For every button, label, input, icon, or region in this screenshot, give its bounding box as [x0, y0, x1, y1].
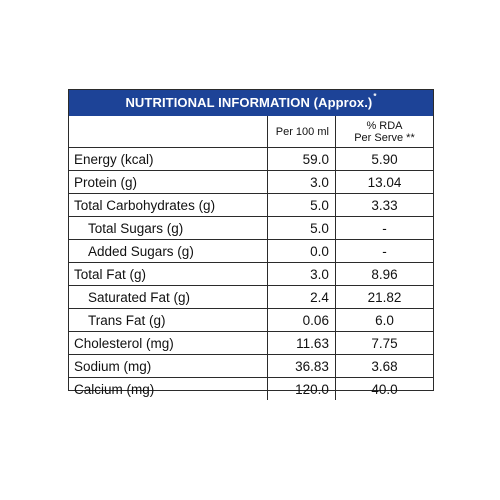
nutrition-table: Per 100 ml % RDA Per Serve ** Energy (kca… — [69, 116, 433, 400]
per-100-value: 5.0 — [266, 216, 336, 240]
table-row: Calcium (mg) 120.0 40.0 — [69, 377, 433, 400]
nutrient-name: Energy (kcal) — [69, 147, 268, 171]
rda-header-line1: % RDA — [366, 119, 403, 132]
per-100-value: 3.0 — [266, 170, 336, 194]
nutrition-title: NUTRITIONAL INFORMATION (Approx.) — [125, 95, 373, 110]
per-100-value: 59.0 — [266, 147, 336, 171]
rda-value: 3.68 — [334, 354, 433, 378]
table-row: Saturated Fat (g) 2.4 21.82 — [69, 285, 433, 309]
nutrient-name: Added Sugars (g) — [69, 239, 268, 263]
title-footnote-mark: * — [373, 92, 377, 101]
nutrient-name: Total Sugars (g) — [69, 216, 268, 240]
per-100-column-header: Per 100 ml — [266, 116, 336, 148]
per-100-value: 0.06 — [266, 308, 336, 332]
per-100-value: 36.83 — [266, 354, 336, 378]
table-row: Cholesterol (mg) 11.63 7.75 — [69, 331, 433, 355]
rda-value: 3.33 — [334, 193, 433, 217]
per-100-value: 3.0 — [266, 262, 336, 286]
nutrient-name: Sodium (mg) — [69, 354, 268, 378]
table-row: Energy (kcal) 59.0 5.90 — [69, 147, 433, 171]
per-100-value: 11.63 — [266, 331, 336, 355]
per-100-value: 2.4 — [266, 285, 336, 309]
per-100-value: 5.0 — [266, 193, 336, 217]
per-100-value: 0.0 — [266, 239, 336, 263]
rda-value: - — [334, 239, 433, 263]
rda-value: 7.75 — [334, 331, 433, 355]
table-row: Protein (g) 3.0 13.04 — [69, 170, 433, 194]
nutrition-title-bar: NUTRITIONAL INFORMATION (Approx.)* — [69, 90, 433, 116]
nutrient-name: Calcium (mg) — [69, 377, 268, 400]
nutrient-name: Saturated Fat (g) — [69, 285, 268, 309]
rda-column-header: % RDA Per Serve ** — [334, 116, 433, 148]
table-row: Trans Fat (g) 0.06 6.0 — [69, 308, 433, 332]
nutrient-name: Protein (g) — [69, 170, 268, 194]
per-100-value: 120.0 — [266, 377, 336, 400]
table-row: Sodium (mg) 36.83 3.68 — [69, 354, 433, 378]
table-row: Total Carbohydrates (g) 5.0 3.33 — [69, 193, 433, 217]
nutrition-panel: NUTRITIONAL INFORMATION (Approx.)* Per 1… — [68, 89, 434, 400]
nutrient-name: Trans Fat (g) — [69, 308, 268, 332]
rda-header-line2: Per Serve ** — [354, 131, 415, 144]
rda-value: 21.82 — [334, 285, 433, 309]
nutrient-name: Total Fat (g) — [69, 262, 268, 286]
rda-value: 5.90 — [334, 147, 433, 171]
table-row: Added Sugars (g) 0.0 - — [69, 239, 433, 263]
rda-value: 6.0 — [334, 308, 433, 332]
nutrient-name: Cholesterol (mg) — [69, 331, 268, 355]
rda-value: - — [334, 216, 433, 240]
nutrient-name: Total Carbohydrates (g) — [69, 193, 268, 217]
rda-value: 40.0 — [334, 377, 433, 400]
table-row: Total Sugars (g) 5.0 - — [69, 216, 433, 240]
rda-value: 13.04 — [334, 170, 433, 194]
nutrient-column-header — [69, 116, 268, 148]
table-row: Total Fat (g) 3.0 8.96 — [69, 262, 433, 286]
rda-value: 8.96 — [334, 262, 433, 286]
table-header-row: Per 100 ml % RDA Per Serve ** — [69, 116, 433, 148]
